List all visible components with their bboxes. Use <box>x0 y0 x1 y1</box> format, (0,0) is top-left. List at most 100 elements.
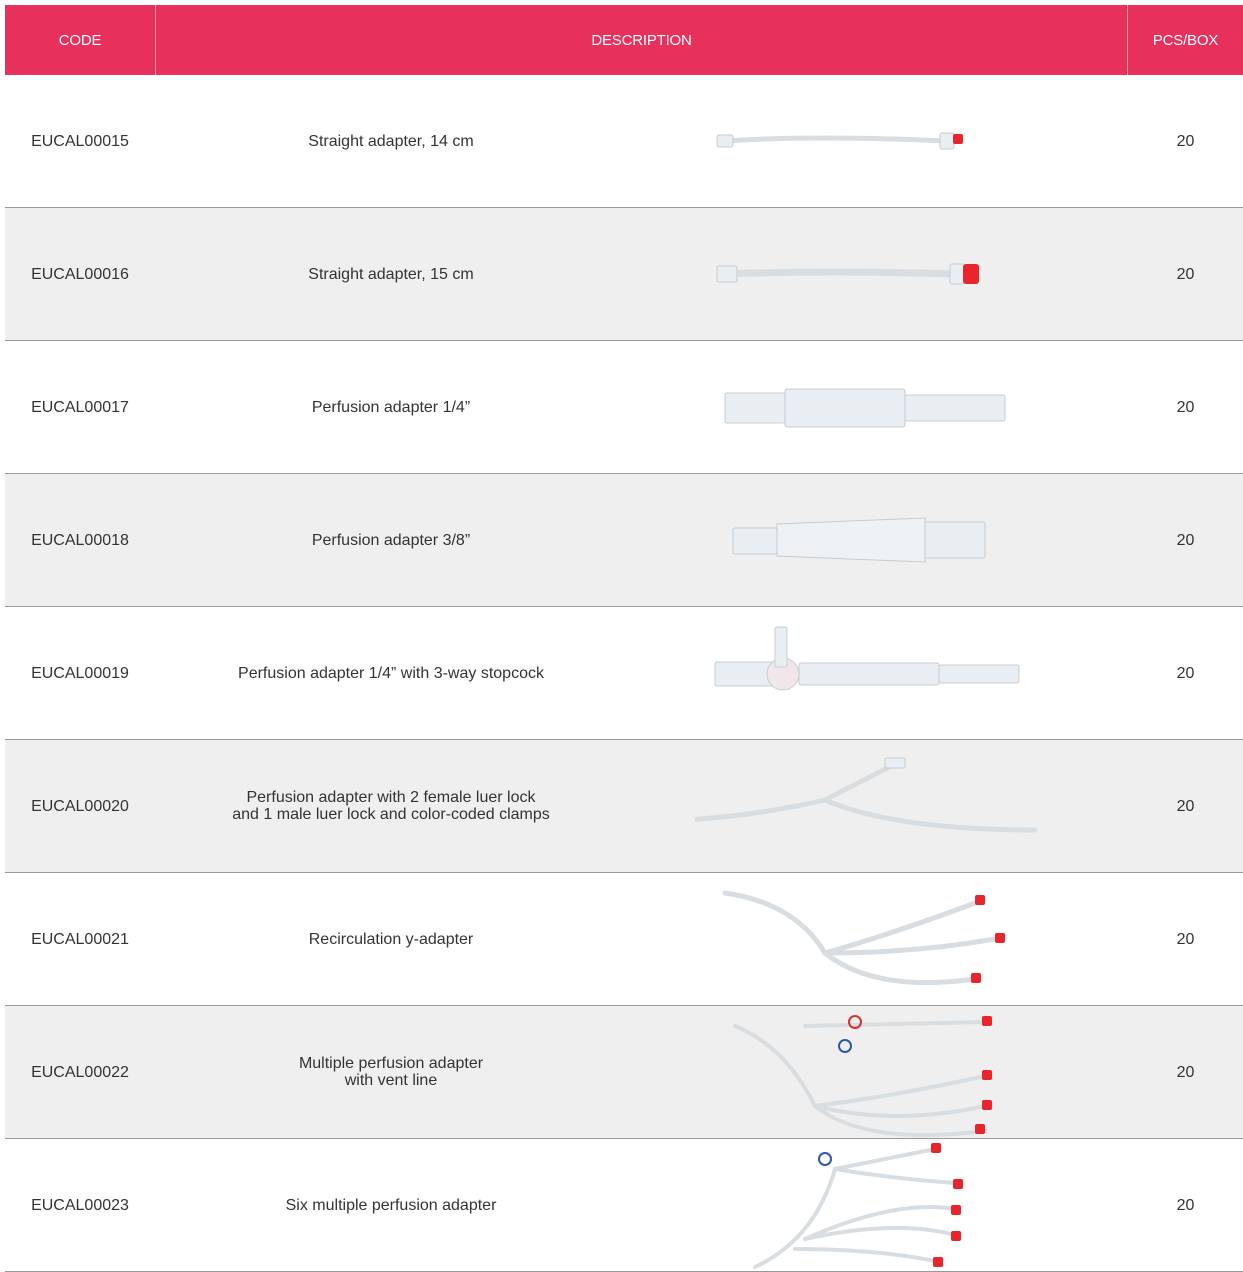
connector <box>924 521 986 559</box>
connector <box>904 394 1006 422</box>
tube <box>733 1024 987 1109</box>
pcs-cell: 20 <box>1176 265 1195 283</box>
tube <box>822 950 978 986</box>
pcs-cell: 20 <box>1176 132 1195 150</box>
tube <box>822 797 1038 833</box>
description-cell: Perfusion adapter 1/4” <box>311 398 471 416</box>
code-cell: EUCAL00019 <box>31 664 129 682</box>
pcs-cell: 20 <box>1176 797 1195 815</box>
red-cap <box>975 1124 985 1134</box>
connector <box>949 263 965 285</box>
connector <box>774 626 788 668</box>
tube <box>813 1104 987 1118</box>
clamp <box>818 1152 832 1166</box>
product-image <box>724 388 1006 428</box>
description-cell: Perfusion adapter 3/8” <box>311 531 471 549</box>
description-cell: Perfusion adapter with 2 female luer loc… <box>232 789 550 823</box>
table-row: EUCAL00015 Straight adapter, 14 cm 20 <box>5 75 1243 208</box>
body <box>776 517 926 563</box>
product-image <box>732 517 986 563</box>
description-cell: Multiple perfusion adapter with vent lin… <box>298 1055 484 1089</box>
connector <box>732 527 778 555</box>
red-cap <box>963 264 979 284</box>
tube <box>803 1225 957 1241</box>
header-cell: CODE <box>58 31 102 49</box>
red-cap <box>931 1143 941 1153</box>
description-cell: Straight adapter, 15 cm <box>308 265 474 283</box>
red-cap <box>982 1016 992 1026</box>
tube <box>803 1020 987 1028</box>
description-cell: Recirculation y-adapter <box>308 930 474 948</box>
code-cell: EUCAL00017 <box>31 398 129 416</box>
product-image <box>716 263 979 285</box>
connector <box>798 662 940 686</box>
tube <box>813 1104 987 1138</box>
description-cell: Straight adapter, 14 cm <box>308 132 474 150</box>
table-row: EUCAL00017 Perfusion adapter 1/4” 20 <box>5 341 1243 474</box>
product-image <box>695 757 1038 833</box>
header-divider <box>155 5 156 75</box>
pcs-cell: 20 <box>1176 1063 1195 1081</box>
red-cap <box>951 1205 961 1215</box>
header-divider <box>1127 5 1128 75</box>
table-row: EUCAL00021 Recirculation y-adapter 20 <box>5 873 1243 1006</box>
header-cell: DESCRIPTION <box>591 31 692 49</box>
pcs-cell: 20 <box>1176 531 1195 549</box>
red-cap <box>953 1179 963 1189</box>
table-row: EUCAL00020 Perfusion adapter with 2 femal… <box>5 740 1243 873</box>
connector <box>716 265 738 283</box>
red-cap <box>995 933 1005 943</box>
red-cap <box>975 895 985 905</box>
product-image <box>733 1015 992 1138</box>
product-image <box>714 626 1020 691</box>
table-row: EUCAL00022 Multiple perfusion adapter wit… <box>5 1006 1243 1139</box>
code-cell: EUCAL00015 <box>31 132 129 150</box>
connector <box>714 661 776 687</box>
product-image <box>722 890 1005 986</box>
pcs-cell: 20 <box>1176 398 1195 416</box>
connector <box>884 757 906 769</box>
connector <box>938 664 1020 684</box>
table-row: EUCAL00016 Straight adapter, 15 cm 20 <box>5 208 1243 341</box>
description-cell: Perfusion adapter 1/4” with 3-way stopco… <box>238 664 544 682</box>
red-cap <box>982 1070 992 1080</box>
red-cap <box>971 973 981 983</box>
table-row: EUCAL00019 Perfusion adapter 1/4” with 3-… <box>5 607 1243 740</box>
tube <box>722 890 978 956</box>
table-row: EUCAL00023 Six multiple perfusion adapter… <box>5 1139 1243 1272</box>
tube <box>753 1147 937 1269</box>
code-cell: EUCAL00018 <box>31 531 129 549</box>
tube <box>803 1205 957 1241</box>
product-image <box>716 132 963 150</box>
connector <box>716 134 734 148</box>
red-cap <box>953 134 963 144</box>
connector <box>784 388 906 428</box>
red-cap <box>951 1231 961 1241</box>
tube <box>695 761 898 822</box>
code-cell: EUCAL00020 <box>31 797 129 815</box>
header-cell: PCS/BOX <box>1152 31 1219 49</box>
clamp <box>838 1039 852 1053</box>
tube <box>722 135 948 144</box>
clamp <box>848 1015 862 1029</box>
table-row: EUCAL00018 Perfusion adapter 3/8” 20 <box>5 474 1243 607</box>
table-header: CODE DESCRIPTION PCS/BOX <box>5 5 1243 75</box>
tube <box>721 268 959 278</box>
tube <box>833 1167 957 1185</box>
red-cap <box>982 1100 992 1110</box>
pcs-cell: 20 <box>1176 930 1195 948</box>
product-image <box>753 1143 963 1269</box>
pcs-cell: 20 <box>1176 664 1195 682</box>
pcs-cell: 20 <box>1176 1196 1195 1214</box>
description-cell: Six multiple perfusion adapter <box>285 1196 497 1214</box>
code-cell: EUCAL00023 <box>31 1196 129 1214</box>
tube <box>822 936 998 956</box>
red-cap <box>933 1257 943 1267</box>
code-cell: EUCAL00016 <box>31 265 129 283</box>
connector <box>939 132 955 150</box>
tube <box>793 1247 937 1263</box>
connector <box>724 392 786 424</box>
code-cell: EUCAL00022 <box>31 1063 129 1081</box>
code-cell: EUCAL00021 <box>31 930 129 948</box>
